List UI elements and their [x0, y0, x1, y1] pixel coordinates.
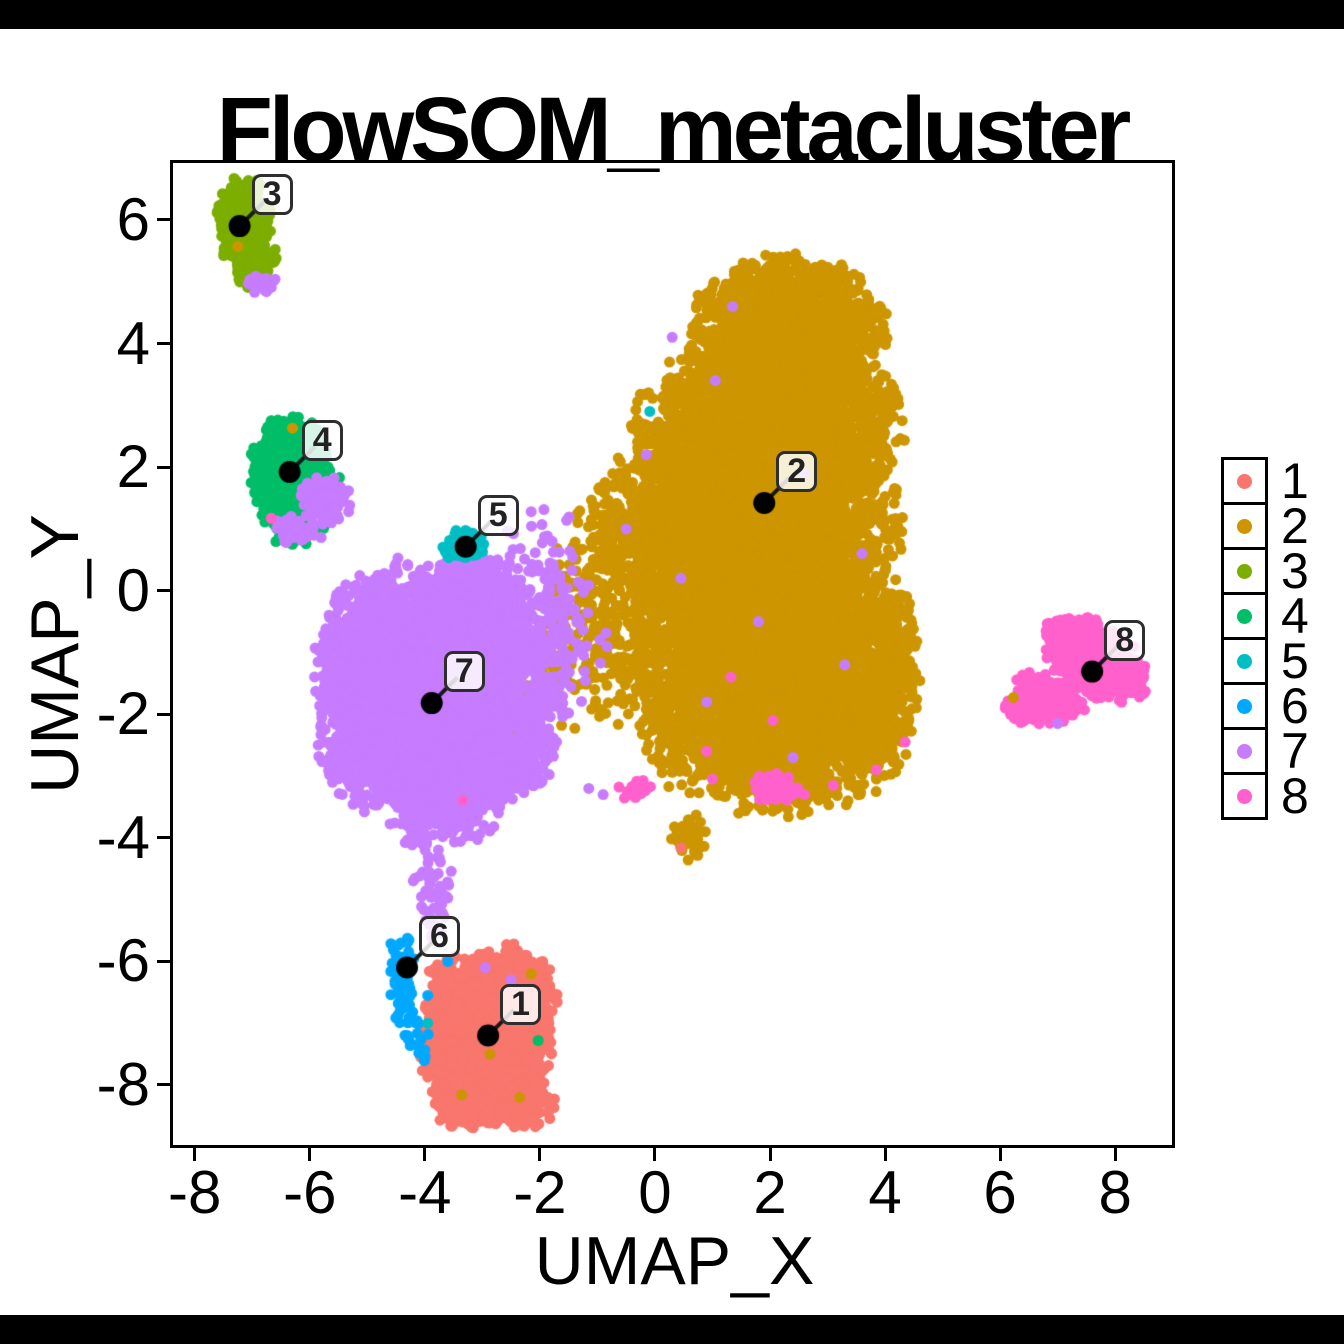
x-tick-label: -2: [513, 1159, 567, 1226]
cluster-label-5: 5: [477, 494, 519, 536]
legend-label-5: 5: [1281, 633, 1309, 689]
cluster-label-1: 1: [500, 983, 542, 1025]
y-tick-mark: [157, 465, 170, 469]
x-tick-mark: [1113, 1148, 1117, 1161]
legend-dot-2: [1237, 518, 1252, 534]
legend-key-5: [1221, 637, 1268, 685]
x-tick-label: -8: [168, 1159, 222, 1226]
x-tick-mark: [423, 1148, 427, 1161]
x-tick-mark: [768, 1148, 772, 1161]
legend-label-4: 4: [1281, 588, 1309, 644]
y-tick-label: 2: [116, 433, 150, 501]
y-tick-mark: [157, 1083, 170, 1087]
x-tick-mark: [883, 1148, 887, 1161]
x-tick-label: 6: [983, 1159, 1017, 1226]
y-tick-mark: [157, 712, 170, 716]
x-tick-label: 2: [753, 1159, 787, 1226]
x-axis-label: UMAP_X: [534, 1223, 815, 1299]
y-tick-mark: [157, 836, 170, 840]
legend-key-7: [1221, 727, 1268, 775]
y-tick-label: -6: [96, 927, 150, 995]
y-tick-label: 0: [116, 556, 150, 624]
legend-dot-3: [1237, 563, 1252, 579]
legend-label-7: 7: [1281, 723, 1309, 779]
x-tick-mark: [538, 1148, 542, 1161]
x-tick-label: 4: [868, 1159, 902, 1226]
cluster-label-2: 2: [776, 450, 818, 492]
y-tick-label: -2: [96, 680, 150, 748]
y-tick-label: -4: [96, 803, 150, 871]
y-tick-label: -8: [96, 1050, 150, 1118]
legend-dot-7: [1237, 743, 1252, 759]
legend-label-1: 1: [1281, 453, 1309, 509]
legend-dot-1: [1237, 473, 1252, 489]
y-tick-mark: [157, 589, 170, 593]
legend-label-6: 6: [1281, 678, 1309, 734]
cluster-label-6: 6: [419, 915, 460, 957]
x-tick-label: 0: [638, 1159, 672, 1226]
y-tick-mark: [157, 342, 170, 345]
x-tick-mark: [308, 1148, 312, 1161]
legend-key-1: [1221, 457, 1268, 505]
y-axis-label: UMAP_Y: [17, 514, 93, 794]
x-tick-mark: [193, 1148, 197, 1161]
cluster-label-4: 4: [301, 420, 343, 462]
y-tick-label: 4: [116, 309, 150, 377]
cluster-label-8: 8: [1104, 619, 1146, 661]
y-tick-mark: [157, 959, 170, 963]
x-tick-label: 8: [1098, 1159, 1132, 1226]
legend-dot-5: [1237, 653, 1252, 669]
legend-label-3: 3: [1281, 543, 1309, 599]
legend-key-2: [1221, 502, 1268, 550]
cluster-label-3: 3: [251, 174, 293, 216]
legend-dot-6: [1237, 698, 1252, 714]
legend-key-3: [1221, 547, 1268, 595]
legend-key-8: [1221, 772, 1268, 820]
x-tick-label: -4: [398, 1159, 452, 1226]
y-tick-mark: [157, 218, 170, 222]
legend-key-6: [1221, 682, 1268, 730]
x-tick-mark: [998, 1148, 1002, 1161]
x-tick-label: -6: [283, 1159, 337, 1226]
legend-dot-8: [1237, 788, 1252, 804]
legend-label-8: 8: [1281, 768, 1309, 824]
legend-label-2: 2: [1281, 498, 1309, 554]
cluster-label-7: 7: [443, 651, 485, 693]
legend-dot-4: [1237, 608, 1252, 624]
legend-key-4: [1221, 592, 1268, 640]
y-tick-label: 6: [116, 185, 150, 253]
x-tick-mark: [653, 1148, 657, 1161]
